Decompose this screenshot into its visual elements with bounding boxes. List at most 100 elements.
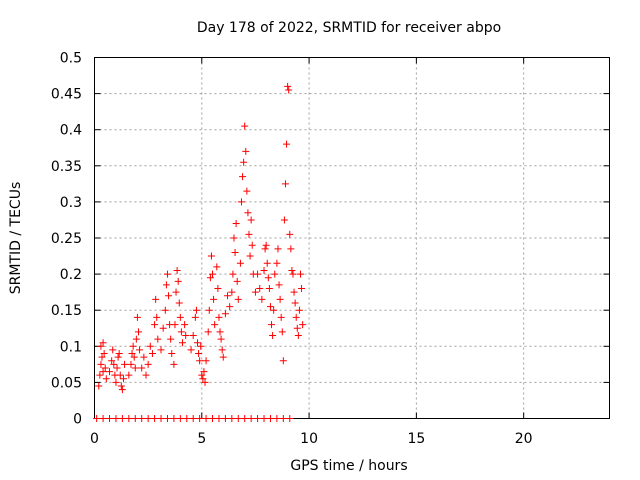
data-point [228,288,236,296]
data-point [202,415,210,422]
x-tick-label: 5 [197,431,206,447]
data-point [187,346,195,354]
data-point [157,415,165,422]
data-point [182,331,190,339]
data-point [216,328,224,336]
x-tick-label: 0 [90,431,99,447]
data-point [125,371,133,379]
data-point [133,313,141,321]
data-point [217,335,225,343]
data-point [202,357,210,365]
data-point [270,306,278,314]
data-point [266,415,274,422]
data-point [177,328,185,336]
data-point [136,346,144,354]
data-point [210,295,218,303]
data-point [142,371,150,379]
data-point [260,266,268,274]
data-point [112,378,120,386]
data-point [219,353,227,361]
data-point [97,360,105,368]
data-point [231,248,239,256]
y-tick-label: 0.2 [60,267,82,283]
data-point [96,371,104,379]
data-point [113,364,121,372]
data-point [172,288,180,296]
data-point [162,281,170,289]
data-point [268,321,276,329]
data-point [234,415,242,422]
data-point [183,415,191,422]
data-point [118,415,126,422]
data-point [97,342,105,350]
data-point [199,375,207,383]
data-point [244,209,252,217]
data-point [189,415,197,422]
data-point [276,295,284,303]
data-point [161,306,169,314]
data-point [214,285,222,293]
data-point [128,350,136,358]
data-point [228,415,236,422]
data-points [93,82,307,422]
data-point [114,353,122,361]
data-point [189,331,197,339]
data-point [284,82,292,90]
data-point [248,241,256,249]
x-tick-label: 15 [407,431,425,447]
data-point [151,415,159,422]
data-point [157,346,165,354]
x-tick-label: 20 [515,431,533,447]
data-point [131,415,139,422]
x-tick-label: 10 [300,431,318,447]
data-point [215,415,223,422]
data-point [209,270,217,278]
data-point [221,310,229,318]
data-point [174,277,182,285]
data-point [289,270,297,278]
data-point [261,245,269,253]
data-point [191,313,199,321]
data-point [241,122,249,130]
y-tick-label: 0.15 [51,303,82,319]
gridlines [94,57,610,419]
data-point [285,86,293,94]
data-point [230,234,238,242]
data-point [159,324,167,332]
data-point [256,285,264,293]
data-point [251,288,259,296]
data-point [178,339,186,347]
data-point [243,187,251,195]
data-point [176,415,184,422]
y-tick-label: 0.3 [60,195,82,211]
y-tick-label: 0.45 [51,87,82,103]
data-point [234,295,242,303]
x-tick-labels: 0 5 10 15 20 [90,431,533,447]
data-point [121,360,129,368]
data-point [254,415,262,422]
data-point [196,415,204,422]
data-point [215,313,223,321]
data-point [247,415,255,422]
data-point [207,252,215,260]
data-point [99,415,107,422]
data-point [100,350,108,358]
data-point [106,415,114,422]
data-point [125,415,133,422]
data-point [242,147,250,155]
data-point [232,220,240,228]
data-point [213,263,221,271]
data-point [262,241,270,249]
y-tick-label: 0.4 [60,123,82,139]
data-point [280,216,288,224]
data-point [279,415,287,422]
data-point [170,360,178,368]
data-point [265,285,273,293]
data-point [144,360,152,368]
data-point [165,292,173,300]
data-point [131,364,139,372]
data-point [173,266,181,274]
data-point [201,378,209,386]
data-point [196,357,204,365]
